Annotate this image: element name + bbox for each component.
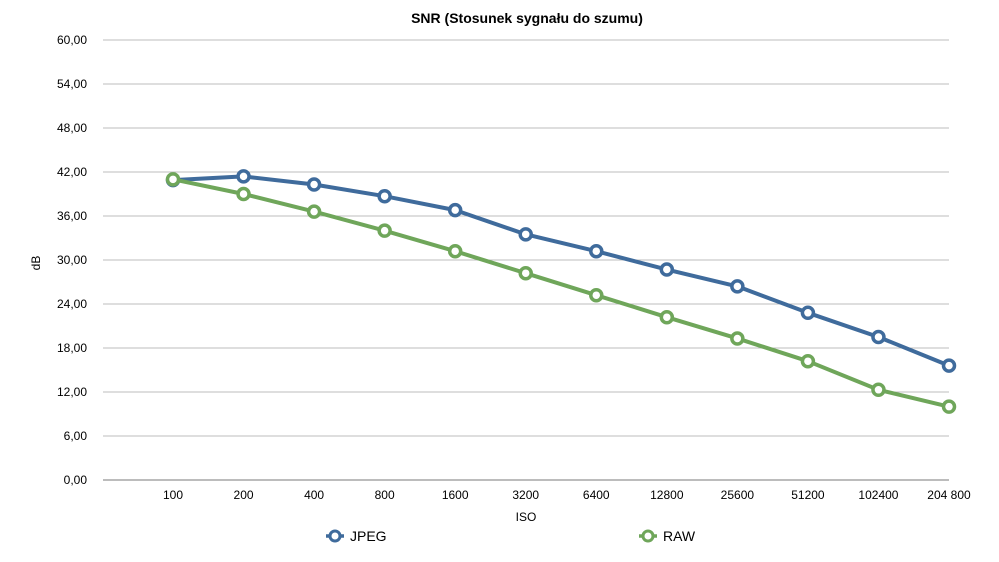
x-tick-label: 800 — [375, 488, 395, 502]
data-point-jpeg — [589, 243, 604, 259]
data-point-jpeg — [518, 227, 533, 242]
x-tick-label: 102400 — [858, 488, 898, 502]
x-tick-label: 400 — [304, 488, 324, 502]
y-tick-label: 30,00 — [57, 253, 87, 267]
chart-title: SNR (Stosunek sygnału do szumu) — [411, 10, 643, 26]
y-tick-label: 42,00 — [57, 165, 87, 179]
y-tick-label: 24,00 — [57, 297, 87, 311]
legend-marker-jpeg — [328, 529, 342, 543]
x-tick-label: 25600 — [721, 488, 755, 502]
series-lines — [165, 169, 957, 414]
data-point-raw — [941, 399, 957, 414]
data-point-jpeg — [941, 358, 957, 373]
data-point-jpeg — [659, 262, 675, 277]
x-tick-label: 51200 — [791, 488, 825, 502]
y-tick-label: 12,00 — [57, 385, 87, 399]
y-tick-label: 36,00 — [57, 209, 87, 223]
y-tick-labels: 0,00 6,00 12,00 18,00 24,00 30,00 36,00 42,00 48… — [57, 33, 87, 487]
series-line-jpeg — [171, 174, 951, 368]
y-tick-label: 6,00 — [64, 429, 88, 443]
x-tick-labels: 100 200 400 800 1600 3200 6400 12800 25600 51200 1… — [163, 488, 971, 502]
gridlines — [103, 39, 949, 481]
legend-item-jpeg: JPEG — [326, 528, 387, 544]
x-tick-label: 3200 — [512, 488, 539, 502]
data-point-raw — [871, 382, 886, 398]
series-raw — [165, 172, 957, 414]
y-tick-label: 60,00 — [57, 33, 87, 47]
data-point-jpeg — [377, 188, 392, 204]
data-point-raw — [659, 309, 675, 325]
y-axis-label: dB — [29, 256, 43, 271]
data-point-jpeg — [871, 329, 886, 345]
data-point-raw — [800, 353, 816, 369]
data-point-raw — [589, 287, 604, 303]
data-point-raw — [730, 331, 745, 346]
legend-label-raw: RAW — [663, 528, 696, 544]
legend-marker-raw — [641, 529, 655, 543]
legend-label-jpeg: JPEG — [350, 528, 387, 544]
data-point-jpeg — [800, 305, 816, 321]
data-point-raw — [165, 172, 181, 187]
y-tick-label: 18,00 — [57, 341, 87, 355]
series-jpeg — [165, 169, 957, 373]
data-point-jpeg — [730, 279, 745, 294]
data-point-jpeg — [447, 202, 463, 218]
data-point-raw — [447, 243, 463, 259]
x-tick-label: 12800 — [650, 488, 684, 502]
data-point-raw — [518, 265, 533, 281]
data-point-jpeg — [236, 169, 251, 184]
x-tick-label: 100 — [163, 488, 183, 502]
series-line-raw — [171, 177, 951, 409]
x-tick-label: 6400 — [583, 488, 610, 502]
x-tick-label: 1600 — [442, 488, 469, 502]
data-point-raw — [236, 186, 251, 202]
legend: JPEG RAW — [326, 528, 696, 544]
x-tick-label: 204 800 — [927, 488, 971, 502]
y-tick-label: 0,00 — [64, 473, 88, 487]
legend-item-raw: RAW — [639, 528, 696, 544]
data-point-jpeg — [306, 177, 322, 192]
y-tick-label: 48,00 — [57, 121, 87, 135]
y-tick-label: 54,00 — [57, 77, 87, 91]
x-tick-label: 200 — [234, 488, 254, 502]
data-point-raw — [377, 223, 392, 238]
data-point-raw — [306, 204, 322, 219]
x-axis-label: ISO — [516, 510, 537, 524]
